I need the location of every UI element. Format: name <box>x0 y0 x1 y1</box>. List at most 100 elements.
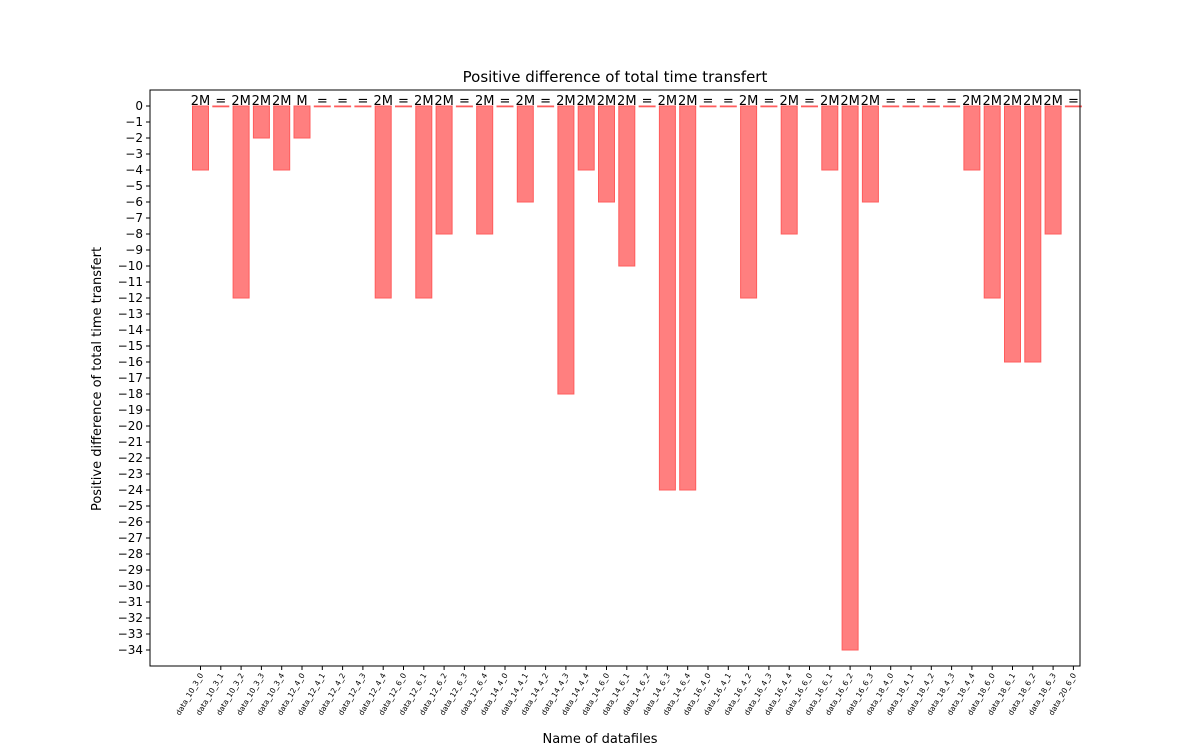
bar <box>841 105 859 651</box>
bar-annotation: 2M <box>576 94 596 109</box>
y-tick-label: −16 <box>118 355 143 369</box>
bar <box>273 105 291 171</box>
bar-annotations-group: 2M = 2M 2M 2M M = = = 2M = 2M 2M = 2M = 2M = 2M 2M 2M 2M = 2M 2M… <box>191 94 1079 109</box>
bar-annotation: 2M <box>191 94 211 109</box>
bar <box>354 105 372 108</box>
y-tick-label: −6 <box>125 195 143 209</box>
bar-annotation: 2M <box>658 94 678 109</box>
y-axis-ticks: 0 −1 −2 −3 −4 −5 −6 −7 −8 −9 −10 −11 −12 −13 −14 −15 −16… <box>118 99 150 657</box>
bar <box>1024 105 1042 363</box>
x-axis-label: Name of datafiles <box>542 732 657 747</box>
bar-annotation: = <box>357 94 368 109</box>
y-tick-label: −10 <box>118 259 143 273</box>
bar <box>293 105 311 139</box>
bar-annotation: 2M <box>475 94 495 109</box>
bar <box>598 105 615 203</box>
chart-title: Positive difference of total time transf… <box>463 68 768 86</box>
bar <box>516 105 534 203</box>
bar <box>415 105 433 299</box>
bar-annotation: 2M <box>820 94 840 109</box>
bar-annotation: 2M <box>373 94 393 109</box>
bar-annotation: 2M <box>739 94 759 109</box>
bar-annotation: 2M <box>597 94 617 109</box>
bar <box>801 105 818 108</box>
bar-annotation: = <box>763 94 774 109</box>
bar-annotation: 2M <box>779 94 799 109</box>
plot-frame <box>149 89 1081 667</box>
bar <box>699 105 717 108</box>
bar-annotation: 2M <box>556 94 576 109</box>
y-tick-label: −27 <box>118 531 143 545</box>
bar <box>618 105 636 267</box>
bar <box>963 105 981 171</box>
bar <box>313 105 331 108</box>
bar <box>740 105 758 299</box>
y-tick-label: −15 <box>118 339 143 353</box>
y-tick-label: −1 <box>125 115 143 129</box>
bar <box>252 105 270 139</box>
bar-annotation: 2M <box>272 94 292 109</box>
bar <box>983 105 1001 299</box>
bar-annotation: = <box>885 94 896 109</box>
bar <box>943 105 961 108</box>
bar-annotation: = <box>804 94 815 109</box>
bar <box>861 105 879 203</box>
y-tick-label: −9 <box>125 243 143 257</box>
y-tick-label: −25 <box>118 499 143 513</box>
y-tick-label: −7 <box>125 211 143 225</box>
bar <box>496 105 514 108</box>
y-tick-label: −26 <box>118 515 143 529</box>
bar-annotation: = <box>703 94 714 109</box>
bar <box>780 105 798 235</box>
bar-annotation: = <box>926 94 937 109</box>
bar-annotation: = <box>215 94 226 109</box>
bar <box>395 105 412 108</box>
bar <box>374 105 392 299</box>
y-tick-label: −2 <box>125 131 143 145</box>
bar-annotation: 2M <box>840 94 860 109</box>
y-tick-label: −34 <box>118 643 143 657</box>
bar-annotation: 2M <box>231 94 251 109</box>
bar <box>1064 105 1082 108</box>
bar <box>435 105 453 235</box>
bar <box>882 105 900 108</box>
bar <box>922 105 940 108</box>
bar <box>638 105 656 108</box>
bar <box>557 105 575 395</box>
y-tick-label: −17 <box>118 371 143 385</box>
bar-annotation: 2M <box>414 94 434 109</box>
bar <box>760 105 778 108</box>
y-tick-label: −19 <box>118 403 143 417</box>
bar-annotation: 2M <box>962 94 982 109</box>
bar <box>212 105 230 108</box>
y-tick-label: −13 <box>118 307 143 321</box>
bar-annotation: 2M <box>861 94 881 109</box>
bar-annotation: = <box>723 94 734 109</box>
y-tick-label: 0 <box>135 99 143 113</box>
y-tick-label: −22 <box>118 451 143 465</box>
bar-annotation: = <box>317 94 328 109</box>
bar <box>476 105 494 235</box>
y-tick-label: −20 <box>118 419 143 433</box>
bar <box>334 105 352 108</box>
bar-annotation: = <box>398 94 409 109</box>
bar <box>455 105 473 108</box>
bar <box>658 105 676 491</box>
y-tick-label: −29 <box>118 563 143 577</box>
bar <box>719 105 737 108</box>
y-tick-label: −5 <box>125 179 143 193</box>
y-tick-label: −12 <box>118 291 143 305</box>
bar-annotation: 2M <box>1023 94 1043 109</box>
y-tick-label: −4 <box>125 163 143 177</box>
bar-annotation: = <box>1068 94 1079 109</box>
y-tick-label: −32 <box>118 611 143 625</box>
bar <box>577 105 595 171</box>
bar-annotation: 2M <box>1003 94 1023 109</box>
bar-annotation: 2M <box>617 94 637 109</box>
bar <box>1004 105 1021 363</box>
bar-annotation: = <box>540 94 551 109</box>
bar-annotation: 2M <box>678 94 698 109</box>
bar-annotation: 2M <box>1043 94 1063 109</box>
bar-annotation: = <box>906 94 917 109</box>
